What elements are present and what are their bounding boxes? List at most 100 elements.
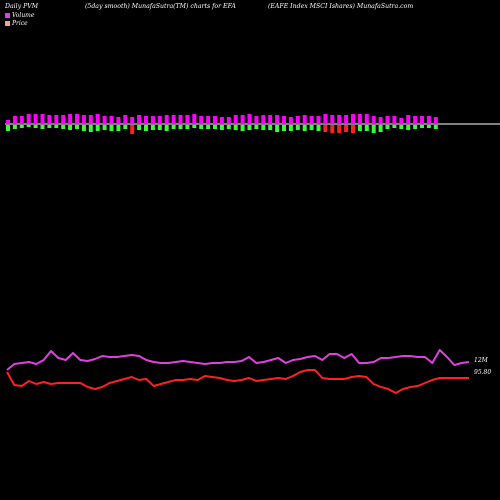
volume-bar-up bbox=[12, 116, 17, 124]
volume-bar-down bbox=[102, 125, 107, 130]
price-line bbox=[6, 369, 469, 394]
volume-bar-up bbox=[282, 116, 286, 124]
volume-bar-down bbox=[261, 125, 266, 130]
volume-bar-up bbox=[371, 116, 376, 124]
volume-bar-down bbox=[192, 125, 197, 128]
volume-bar-down bbox=[185, 125, 190, 129]
volume-bar-down bbox=[75, 125, 79, 129]
volume-bar-down bbox=[6, 125, 10, 131]
volume-bar-down bbox=[40, 125, 45, 129]
volume-bar-up bbox=[178, 115, 183, 124]
volume-bar-down bbox=[178, 125, 183, 129]
volume-bar-up bbox=[233, 115, 238, 124]
volume-bar-up bbox=[130, 117, 135, 124]
volume-bar-up bbox=[316, 116, 321, 124]
volume-bar-up bbox=[40, 114, 45, 124]
volume-bar-down bbox=[109, 125, 114, 131]
volume-bar-up bbox=[75, 114, 79, 124]
volume-bar-down bbox=[288, 125, 293, 131]
volume-bar-down bbox=[68, 125, 73, 130]
volume-line bbox=[6, 349, 470, 371]
volume-bar-down bbox=[199, 125, 204, 129]
legend-volume: Volume bbox=[5, 12, 34, 19]
volume-bar-down bbox=[309, 125, 314, 130]
volume-bar-down bbox=[33, 125, 38, 128]
volume-bar-up bbox=[219, 117, 224, 124]
volume-bar-down bbox=[302, 125, 307, 131]
volume-bar-down bbox=[406, 125, 411, 130]
price-end-label: 95.80 bbox=[474, 369, 492, 376]
volume-bar-down bbox=[164, 125, 169, 131]
volume-bar-up bbox=[364, 114, 369, 124]
legend-price: Price bbox=[5, 20, 28, 27]
volume-bar-down bbox=[344, 125, 349, 132]
volume-bar-down bbox=[247, 125, 252, 130]
volume-bar-down bbox=[116, 125, 121, 131]
legend-price-label: Price bbox=[12, 20, 28, 27]
volume-bar-up bbox=[137, 115, 142, 124]
chart-header-center: (5day smooth) MunafaSutra(TM) charts for… bbox=[85, 3, 236, 10]
volume-bar-up bbox=[275, 115, 280, 124]
volume-bar-up bbox=[192, 114, 197, 124]
volume-bar-up bbox=[19, 116, 24, 124]
volume-bar-up bbox=[26, 114, 31, 124]
volume-bar-down bbox=[392, 125, 397, 128]
volume-bar-down bbox=[81, 125, 86, 131]
volume-bar-up bbox=[433, 117, 438, 124]
volume-bar-down bbox=[130, 125, 135, 134]
volume-bar-down bbox=[330, 125, 335, 133]
legend-volume-label: Volume bbox=[12, 12, 35, 19]
volume-bar-down bbox=[399, 125, 404, 129]
volume-bar-down bbox=[371, 125, 376, 133]
volume-bar-down bbox=[413, 125, 418, 129]
volume-bar-up bbox=[309, 116, 314, 124]
volume-bar-down bbox=[295, 125, 300, 130]
volume-bar-down bbox=[206, 125, 211, 129]
volume-bar-down bbox=[254, 125, 259, 129]
volume-bar-down bbox=[426, 125, 431, 128]
volume-bar-down bbox=[233, 125, 238, 130]
volume-bar-up bbox=[378, 117, 383, 124]
volume-bar-down bbox=[364, 125, 369, 131]
volume-bar-down bbox=[268, 125, 273, 130]
volume-bar-up bbox=[413, 116, 418, 124]
volume-bar-down bbox=[47, 125, 52, 128]
volume-bar-down bbox=[26, 125, 31, 127]
volume-bar-down bbox=[137, 125, 142, 130]
volume-end-label: 12M bbox=[474, 357, 488, 364]
volume-bar-down bbox=[357, 125, 362, 131]
volume-bar-up bbox=[47, 115, 52, 124]
volume-bar-up bbox=[157, 116, 162, 124]
chart-header-left: Daily PVM bbox=[5, 3, 39, 10]
volume-bar-up bbox=[206, 116, 211, 124]
volume-bar-up bbox=[61, 115, 66, 124]
volume-bar-up bbox=[6, 120, 10, 124]
volume-bar-up bbox=[337, 115, 342, 124]
volume-bar-down bbox=[150, 125, 155, 130]
volume-bar-down bbox=[385, 125, 390, 129]
volume-bar-up bbox=[150, 116, 155, 124]
volume-bar-down bbox=[12, 125, 17, 129]
volume-bar-down bbox=[54, 125, 59, 128]
volume-bar-up bbox=[226, 117, 231, 124]
volume-bar-down bbox=[420, 125, 424, 128]
volume-bar-up bbox=[344, 115, 349, 124]
volume-bar-down bbox=[351, 125, 355, 133]
volume-bar-down bbox=[323, 125, 328, 132]
volume-bar-up bbox=[392, 116, 397, 124]
volume-bar-up bbox=[144, 116, 148, 124]
volume-bar-up bbox=[81, 115, 86, 124]
volume-bar-down bbox=[316, 125, 321, 131]
volume-bar-up bbox=[420, 116, 424, 124]
volume-bar-down bbox=[95, 125, 100, 131]
volume-bar-up bbox=[261, 115, 266, 124]
volume-bar-down bbox=[88, 125, 93, 132]
volume-bar-down bbox=[157, 125, 162, 130]
volume-bar-up bbox=[116, 117, 121, 124]
volume-bar-up bbox=[102, 116, 107, 124]
volume-bar-up bbox=[288, 117, 293, 124]
volume-bar-up bbox=[268, 115, 273, 124]
volume-bar-up bbox=[95, 114, 100, 124]
volume-bar-down bbox=[219, 125, 224, 130]
volume-bar-down bbox=[275, 125, 280, 132]
